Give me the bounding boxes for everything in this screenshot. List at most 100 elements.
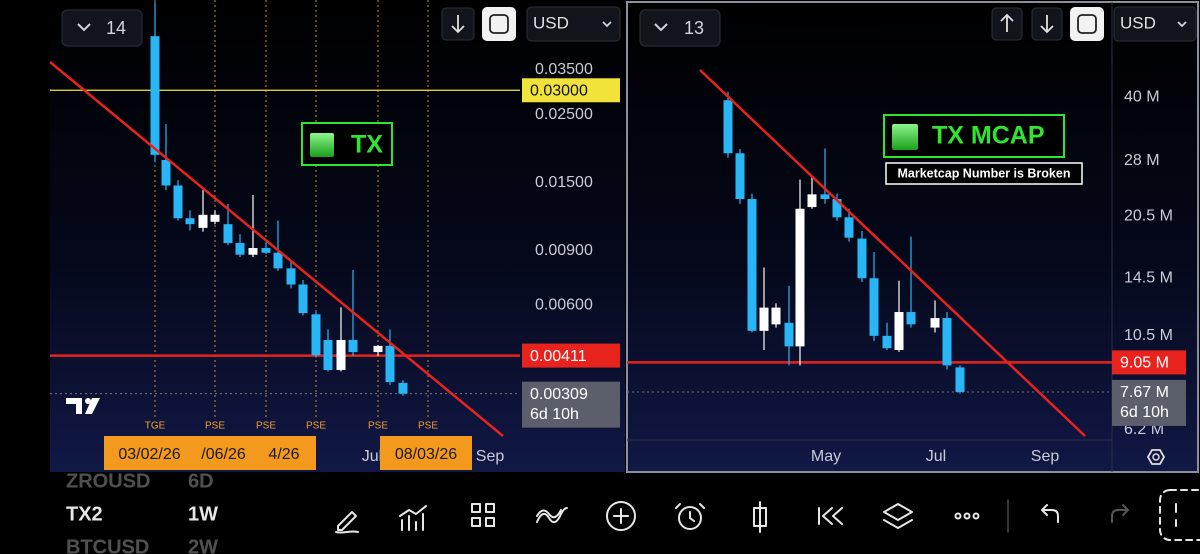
candle-body	[398, 382, 408, 394]
indicators-tool[interactable]	[399, 505, 427, 531]
title-icon	[310, 133, 334, 157]
y-tick-label: 0.01500	[535, 174, 593, 191]
alert-tool[interactable]	[678, 506, 702, 530]
toolbar	[335, 489, 1200, 541]
selector-frame[interactable]	[1113, 6, 1197, 42]
watch-interval[interactable]: 2W	[188, 536, 218, 554]
date-flag	[195, 436, 252, 470]
more-tool[interactable]	[954, 512, 962, 520]
level-label: 0.00411	[530, 348, 587, 365]
watch-symbol[interactable]: BTCUSD	[66, 536, 149, 554]
candle-body	[185, 218, 195, 225]
candle-body	[173, 185, 183, 219]
left-plot	[50, 0, 520, 418]
selector-frame[interactable]	[639, 9, 721, 47]
settings-button[interactable]	[1146, 449, 1166, 465]
redo-tool[interactable]	[1111, 504, 1129, 523]
gear-hole	[1152, 453, 1160, 461]
candle-body	[906, 312, 916, 325]
candle-body	[311, 314, 321, 356]
y-tick-label: 0.00600	[535, 296, 593, 313]
subtitle-frame	[885, 162, 1083, 185]
interval-selector[interactable]: 14	[61, 9, 143, 47]
x-tick-label: Sep	[1031, 448, 1060, 465]
scroll-down-button[interactable]	[1031, 7, 1063, 41]
chart-title: TX MCAP	[932, 122, 1045, 150]
level-label: 0.03000	[530, 82, 588, 99]
candle-body	[336, 339, 346, 370]
watch-interval[interactable]: 1W	[188, 503, 218, 525]
chevron	[1177, 21, 1187, 28]
replay-tool[interactable]	[818, 507, 843, 525]
level-badge	[522, 343, 620, 368]
currency-selector[interactable]: USD	[526, 6, 621, 42]
candle-body	[348, 339, 358, 353]
alert-icon	[675, 503, 705, 522]
candle-body	[286, 268, 296, 285]
scroll-up-button[interactable]	[991, 7, 1023, 41]
watch-symbol[interactable]: TX2	[66, 503, 103, 525]
watch-interval[interactable]: 6D	[188, 470, 214, 492]
level-label: 9.05 M	[1120, 355, 1169, 372]
candle-body	[844, 217, 854, 238]
x-tick-label: Jul	[362, 448, 382, 465]
candle-tool[interactable]	[753, 501, 767, 533]
currency-selector[interactable]: USD	[1113, 6, 1197, 42]
date-flag	[104, 436, 195, 470]
fullscreen-tool[interactable]	[1159, 489, 1200, 541]
interval-selector[interactable]: 13	[639, 9, 721, 47]
arrow-icon	[1000, 13, 1014, 32]
candle-body	[723, 100, 733, 154]
trend-line	[699, 69, 1086, 437]
candle-body	[298, 284, 308, 314]
logo-part	[85, 398, 91, 404]
candle-body	[198, 214, 208, 228]
date-flag-label: 4/26	[268, 446, 299, 463]
candle-body	[795, 208, 805, 347]
add-icon	[613, 508, 629, 524]
selector-frame[interactable]	[61, 9, 143, 47]
candle-body	[261, 248, 271, 253]
y-tick-label: 40 M	[1124, 88, 1160, 105]
candle-body	[248, 248, 258, 255]
watch-symbol[interactable]: ZROUSD	[66, 470, 150, 492]
candle-body	[955, 367, 965, 392]
button-frame[interactable]	[1070, 7, 1104, 41]
currency-label: USD	[1120, 13, 1156, 32]
date-flag-label: 08/03/26	[395, 446, 457, 463]
y-tick-label: 14.5 M	[1124, 269, 1173, 286]
candle-body	[210, 214, 220, 222]
candle-body	[323, 339, 333, 370]
scroll-down-button[interactable]	[441, 7, 475, 41]
button-frame[interactable]	[482, 7, 516, 41]
chevron	[602, 21, 612, 28]
patterns-tool[interactable]	[536, 507, 568, 524]
chart-subtitle: Marketcap Number is Broken	[898, 166, 1071, 180]
draw-tool[interactable]	[335, 511, 359, 534]
layers-tool[interactable]	[883, 503, 913, 529]
x-tick-label: May	[811, 448, 841, 465]
more-dot	[972, 512, 980, 520]
watchlist: ZROUSD 6D TX2 1W BTCUSD 2W	[66, 470, 218, 554]
candle-body	[385, 345, 395, 383]
undo-tool[interactable]	[1041, 504, 1059, 523]
gear-icon[interactable]	[1146, 449, 1166, 465]
event-label: PSE	[306, 421, 326, 432]
candle-body	[161, 159, 171, 186]
date-flag	[252, 436, 316, 470]
more-dot	[963, 512, 971, 520]
last-price-badge	[522, 381, 620, 428]
reset-icon	[489, 14, 509, 34]
selector-frame[interactable]	[526, 6, 621, 42]
arrow-icon	[451, 15, 465, 34]
add-tool[interactable]	[606, 501, 636, 531]
last-price-label: 7.67 M	[1120, 384, 1169, 401]
countdown-label: 6d 10h	[530, 406, 579, 423]
title-box: TX	[301, 122, 393, 166]
candle-body	[882, 335, 892, 349]
layouts-tool[interactable]	[471, 503, 495, 527]
reset-button[interactable]	[482, 7, 516, 41]
reset-button[interactable]	[1070, 7, 1104, 41]
candle-body	[735, 153, 745, 200]
